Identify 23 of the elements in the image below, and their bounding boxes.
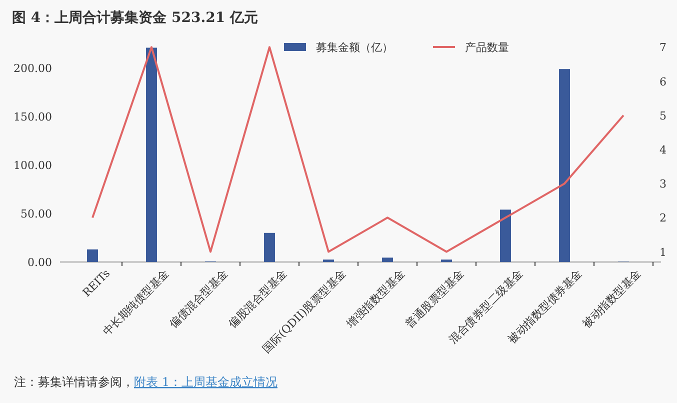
y2-tick-label: 1 (660, 246, 666, 259)
y-tick-label: 200.00 (14, 62, 52, 76)
chart-title: 图 4：上周合计募集资金 523.21 亿元 (12, 10, 258, 26)
text: 注：募集详情请参阅， (14, 375, 134, 389)
bar (500, 210, 511, 262)
text: 附表 1：上周基金成立情况 (134, 375, 278, 389)
bar (146, 48, 157, 262)
y2-tick-label: 4 (660, 143, 666, 156)
y-tick-label: 50.00 (20, 208, 52, 221)
bar (87, 249, 98, 262)
y2-tick-label: 6 (660, 75, 666, 88)
legend-label: 产品数量 (465, 41, 509, 54)
bar (559, 69, 570, 262)
y2-tick-label: 7 (660, 41, 666, 54)
y2-tick-label: 2 (660, 212, 666, 225)
y-tick-label: 0.00 (28, 256, 52, 269)
y-tick-label: 100.00 (14, 159, 52, 172)
y-tick-label: 150.00 (14, 110, 52, 124)
bar (382, 258, 393, 262)
legend-label: 募集金额（亿） (316, 41, 393, 54)
y2-tick-label: 3 (660, 178, 666, 191)
bar (264, 232, 275, 262)
y2-tick-label: 5 (660, 109, 666, 122)
